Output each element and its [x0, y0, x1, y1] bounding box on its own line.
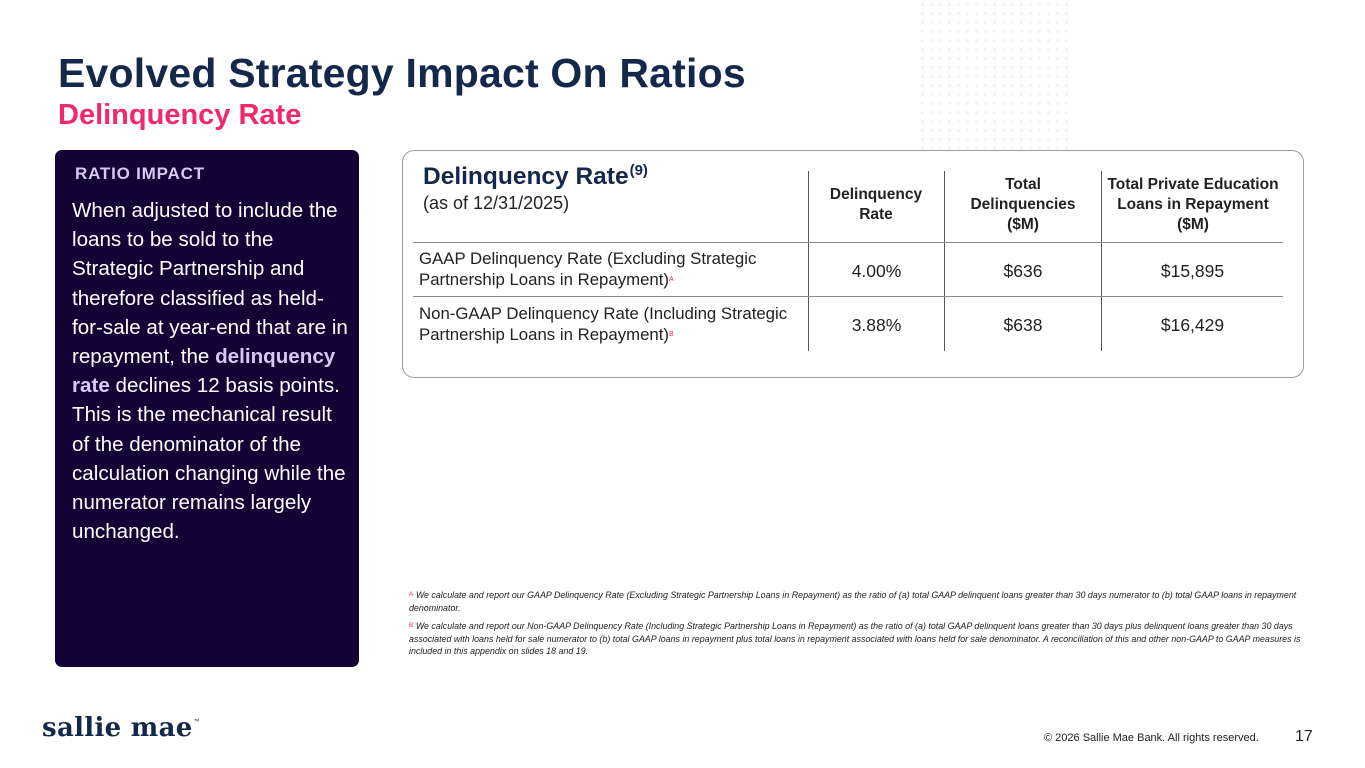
ratio-impact-heading: RATIO IMPACT [75, 164, 205, 183]
table-title: Delinquency Rate(9) [423, 162, 648, 191]
delinquency-table-card: Delinquency Rate(9) (as of 12/31/2025) D… [402, 150, 1304, 378]
row-label-gaap-text: GAAP Delinquency Rate (Excluding Strateg… [419, 249, 757, 289]
column-divider [808, 171, 809, 351]
footnote-marker-b: B [669, 331, 674, 338]
logo-text: sallie mae [42, 713, 193, 743]
footnote-a: A We calculate and report our GAAP Delin… [409, 589, 1304, 614]
ratio-impact-panel: RATIO IMPACT When adjusted to include th… [55, 150, 359, 667]
row-label-gaap: GAAP Delinquency Rate (Excluding Strateg… [419, 248, 804, 290]
ratio-impact-text-start: When adjusted to include the loans to be… [72, 199, 348, 369]
ratio-impact-text: When adjusted to include the loans to be… [72, 196, 354, 546]
footnote-b-text: We calculate and report our Non-GAAP Del… [409, 621, 1301, 656]
copyright-notice: © 2026 Sallie Mae Bank. All rights reser… [1044, 732, 1259, 744]
page-subtitle: Delinquency Rate [58, 99, 302, 131]
footnote-b: B We calculate and report our Non-GAAP D… [409, 620, 1304, 658]
gaap-delinquency-rate: 4.00% [851, 261, 902, 281]
sallie-mae-logo: sallie mae™ [42, 713, 200, 743]
column-header-delinquency-rate: Delinquency Rate [829, 186, 923, 223]
logo-trademark: ™ [193, 719, 200, 725]
row-label-non-gaap: Non-GAAP Delinquency Rate (Including Str… [419, 303, 804, 345]
row-divider [413, 296, 1283, 297]
ratio-impact-text-end: declines 12 basis points. This is the me… [72, 374, 346, 544]
table-title-text: Delinquency Rate [423, 163, 629, 190]
footnote-marker-a: A [669, 276, 674, 283]
footnote-b-marker: B [409, 622, 414, 629]
non-gaap-total-delinquencies: $638 [1003, 315, 1043, 335]
gaap-total-loans: $15,895 [1160, 261, 1225, 281]
footnotes: A We calculate and report our GAAP Delin… [409, 589, 1304, 664]
footnote-a-text: We calculate and report our GAAP Delinqu… [409, 590, 1297, 613]
column-divider [944, 171, 945, 351]
non-gaap-delinquency-rate: 3.88% [851, 315, 902, 335]
page-title: Evolved Strategy Impact On Ratios [58, 50, 746, 96]
column-divider [1101, 171, 1102, 351]
gaap-total-delinquencies: $636 [1003, 261, 1043, 281]
decorative-dot-pattern [918, 0, 1068, 150]
table-as-of-date: (as of 12/31/2025) [423, 193, 570, 213]
footnote-a-marker: A [409, 591, 414, 598]
ratio-impact-highlight: delinquency rate [72, 345, 336, 398]
row-label-non-gaap-text: Non-GAAP Delinquency Rate (Including Str… [419, 304, 788, 344]
header-divider [413, 242, 1283, 243]
table-title-ref: (9) [629, 162, 648, 179]
page-number: 17 [1295, 728, 1313, 745]
column-header-total-loans: Total Private Education Loans in Repayme… [1107, 176, 1279, 233]
non-gaap-total-loans: $16,429 [1160, 315, 1225, 335]
column-header-total-delinquencies: Total Delinquencies ($M) [970, 176, 1076, 233]
